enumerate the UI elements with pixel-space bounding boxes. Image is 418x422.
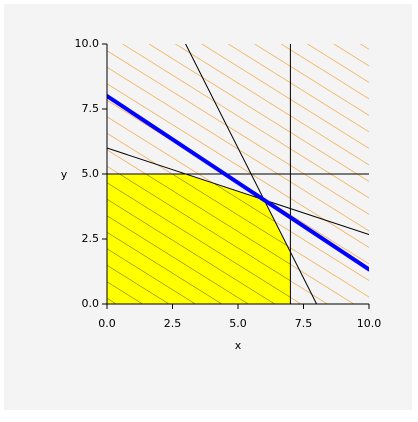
y-tick-label: 0.0 (82, 297, 100, 310)
y-axis-label: y (61, 168, 68, 181)
y-tick-label: 10.0 (75, 37, 100, 50)
plot-area (107, 44, 369, 304)
x-tick-label: 10.0 (357, 317, 382, 330)
x-tick-label: 7.5 (295, 317, 313, 330)
y-tick-label: 2.5 (82, 232, 100, 245)
x-axis-label: x (235, 339, 242, 352)
constraint-line (107, 147, 369, 236)
constraint-line (185, 44, 318, 304)
feasible-region (107, 174, 291, 304)
constraint-line (107, 94, 369, 272)
y-tick-label: 5.0 (82, 167, 100, 180)
x-tick-label: 2.5 (164, 317, 182, 330)
y-tick-label: 7.5 (82, 102, 100, 115)
x-tick-label: 0.0 (98, 317, 116, 330)
x-tick-label: 5.0 (229, 317, 247, 330)
